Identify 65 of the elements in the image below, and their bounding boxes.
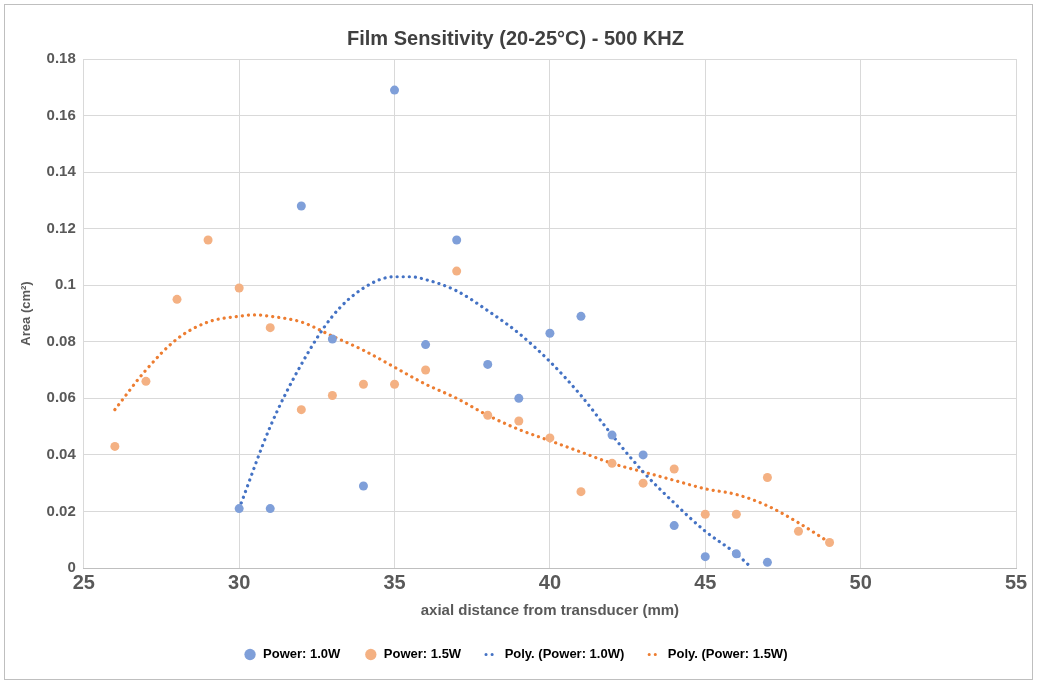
y-tick-label: 0.08 xyxy=(46,331,76,349)
y-tick-label: 0 xyxy=(67,558,76,576)
point xyxy=(358,379,368,389)
x-tick-label: 30 xyxy=(228,570,251,593)
point xyxy=(607,430,617,440)
point xyxy=(110,441,120,451)
point xyxy=(576,487,586,497)
legend-label: Poly. (Power: 1.0W) xyxy=(504,646,625,662)
point xyxy=(607,458,617,468)
point xyxy=(141,376,151,386)
y-tick-label: 0.06 xyxy=(46,388,76,406)
point xyxy=(514,393,524,403)
point xyxy=(514,416,524,426)
point xyxy=(296,405,306,415)
x-tick-label: 50 xyxy=(849,570,872,593)
x-tick-label: 40 xyxy=(538,570,562,593)
y-tick-label: 0.16 xyxy=(46,105,76,123)
point xyxy=(576,311,586,321)
point xyxy=(731,509,741,519)
legend-label: Poly. (Power: 1.5W) xyxy=(667,646,788,662)
point xyxy=(421,365,431,375)
point xyxy=(638,450,648,460)
point xyxy=(731,549,741,559)
point xyxy=(358,481,368,491)
point xyxy=(700,509,710,519)
point xyxy=(638,478,648,488)
point xyxy=(390,85,400,95)
point xyxy=(669,464,679,474)
point xyxy=(762,473,772,483)
point xyxy=(483,359,493,369)
point xyxy=(327,334,337,344)
point xyxy=(545,328,555,338)
y-tick-label: 0.14 xyxy=(46,162,77,180)
x-tick-label: 45 xyxy=(694,570,717,593)
point xyxy=(762,557,772,567)
y-tick-label: 0.04 xyxy=(46,445,77,463)
y-tick-label: 0.12 xyxy=(46,218,76,236)
point xyxy=(452,235,462,245)
y-axis-title: Area (cm²) xyxy=(18,281,34,346)
point xyxy=(452,266,462,276)
point xyxy=(669,521,679,531)
point xyxy=(825,538,835,548)
point xyxy=(172,294,182,304)
legend-label: Power: 1.5W xyxy=(383,646,462,662)
point xyxy=(234,504,244,514)
x-axis-title: axial distance from transducer (mm) xyxy=(420,601,680,619)
point xyxy=(421,340,431,350)
point xyxy=(483,410,493,420)
y-tick-label: 0.1 xyxy=(54,275,76,293)
y-tick-label: 0.18 xyxy=(46,49,76,67)
point xyxy=(296,201,306,211)
point xyxy=(793,526,803,536)
point xyxy=(265,323,275,333)
point xyxy=(545,433,555,443)
y-tick-label: 0.02 xyxy=(46,501,76,519)
x-tick-label: 35 xyxy=(383,570,406,593)
point xyxy=(700,552,710,562)
point xyxy=(203,235,213,245)
point xyxy=(327,391,337,401)
point xyxy=(390,379,400,389)
point xyxy=(265,504,275,514)
x-tick-label: 55 xyxy=(1004,570,1028,593)
point xyxy=(234,283,244,293)
chart-title: Film Sensitivity (20-25°C) - 500 KHZ xyxy=(347,26,684,49)
legend-label: Power: 1.0W xyxy=(263,646,342,662)
